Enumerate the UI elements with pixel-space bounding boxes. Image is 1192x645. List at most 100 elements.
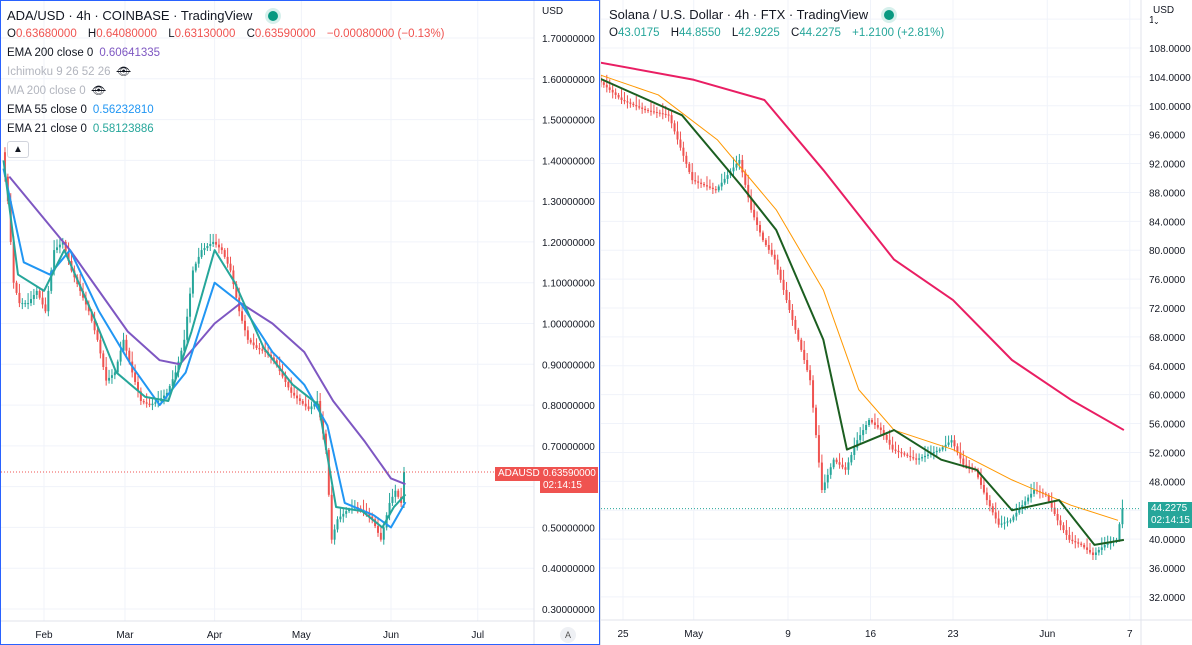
candle-body: [232, 270, 235, 285]
candle-body: [1086, 547, 1089, 550]
candle-body: [61, 241, 64, 245]
y-tick-label: 52.0000: [1149, 448, 1186, 459]
auto-scale-button[interactable]: A: [560, 627, 576, 643]
candle-body: [756, 217, 759, 225]
y-tick-label: 1.40000000: [542, 156, 595, 167]
candle-body: [988, 500, 991, 507]
indicator-label: EMA 200 close 0: [7, 47, 94, 59]
x-tick-label: 9: [785, 629, 791, 640]
candle-body: [96, 330, 99, 340]
candle-body: [1015, 512, 1018, 517]
candle-body: [1059, 520, 1062, 526]
candle-body: [761, 232, 764, 241]
candle-body: [139, 391, 142, 401]
candle-body: [829, 467, 832, 475]
candle-body: [773, 254, 776, 260]
candle-body: [753, 209, 756, 218]
indicator-ema21[interactable]: EMA 21 close 0 0.58123886: [7, 120, 449, 139]
x-tick-label: 16: [865, 629, 877, 640]
candle-body: [148, 403, 151, 406]
candle-body: [1009, 520, 1012, 522]
candle-body: [50, 270, 53, 291]
candle-body: [691, 172, 694, 181]
candle-body: [882, 430, 885, 435]
collapse-legend-button[interactable]: ▲: [7, 141, 29, 158]
x-tick-label: Feb: [35, 630, 53, 641]
candle-body: [32, 294, 35, 300]
candle-body: [1071, 539, 1074, 542]
candle-body: [994, 512, 997, 519]
candle-body: [1053, 507, 1056, 515]
candle-body: [163, 395, 166, 399]
candle-body: [644, 108, 647, 111]
y-tick-label: 1.00000000: [542, 320, 595, 331]
candle-body: [342, 513, 345, 517]
candle-body: [658, 112, 661, 114]
candle-body: [53, 250, 56, 271]
candle-body: [29, 299, 32, 304]
y-tick-label: 1.50000000: [542, 116, 595, 127]
sol-chart-canvas[interactable]: 32.000036.000040.000044.000048.000052.00…: [601, 0, 1192, 645]
candle-body: [38, 290, 41, 298]
candle-body: [776, 259, 779, 270]
indicator-ma200[interactable]: MA 200 close 0 👁: [7, 82, 449, 101]
candle-body: [1074, 541, 1077, 543]
x-tick-label: 25: [617, 629, 629, 640]
candle-body: [116, 361, 119, 373]
candle-body: [371, 516, 374, 520]
candle-body: [64, 241, 67, 252]
candle-body: [1094, 552, 1097, 555]
candle-body: [316, 400, 319, 404]
candle-body: [261, 349, 264, 351]
candle-body: [626, 101, 629, 103]
candle-body: [105, 367, 108, 381]
candle-body: [191, 270, 194, 294]
candle-body: [15, 282, 18, 293]
candle-body: [223, 250, 226, 257]
candle-body: [938, 449, 941, 451]
indicator-ema55[interactable]: EMA 55 close 0 0.56232810: [7, 101, 449, 120]
candle-body: [35, 290, 38, 295]
bar-countdown: 02:14:15: [1151, 515, 1190, 526]
candle-body: [797, 329, 800, 340]
indicator-value: 0.58123886: [92, 123, 154, 135]
indicator-value: 0.56232810: [92, 104, 154, 116]
eye-off-icon[interactable]: 👁: [91, 85, 106, 97]
candle-body: [670, 115, 673, 124]
candle-body: [814, 407, 817, 436]
candle-body: [47, 290, 50, 312]
indicator-ema200[interactable]: EMA 200 close 0 0.60641335: [7, 44, 449, 63]
candle-body: [932, 452, 935, 454]
candle-body: [856, 440, 859, 448]
x-tick-label: Jun: [1039, 629, 1055, 640]
candle-body: [1077, 542, 1080, 544]
candle-body: [1097, 549, 1100, 553]
ada-chart-panel[interactable]: 0.300000000.400000000.500000000.60000000…: [0, 0, 600, 645]
ada-open: 0.63680000: [15, 28, 77, 40]
currency-label[interactable]: USD: [542, 6, 564, 17]
candle-body: [298, 398, 301, 401]
candle-body: [145, 402, 148, 404]
candle-body: [870, 419, 873, 423]
indicator-ichimoku[interactable]: Ichimoku 9 26 52 26 👁: [7, 63, 449, 82]
y-tick-label: 80.0000: [1149, 246, 1186, 257]
candle-body: [694, 180, 697, 182]
sol-high: 44.8550: [679, 27, 721, 39]
sol-chart-panel[interactable]: 32.000036.000040.000044.000048.000052.00…: [600, 0, 1192, 645]
last-price: 44.2275: [1151, 503, 1188, 514]
ada-low: 0.63130000: [174, 28, 236, 40]
currency-dropdown[interactable]: USD ⌄: [1153, 5, 1192, 27]
eye-off-icon[interactable]: 👁: [116, 66, 131, 78]
candle-body: [649, 110, 652, 112]
candle-body: [1080, 543, 1083, 545]
y-tick-label: 0.40000000: [542, 564, 595, 575]
market-open-icon: [268, 10, 279, 21]
candle-body: [968, 465, 971, 468]
candle-body: [664, 113, 667, 115]
candle-body: [835, 459, 838, 463]
candle-body: [817, 435, 820, 463]
candle-body: [1083, 544, 1086, 548]
candle-body: [382, 527, 385, 540]
candle-body: [189, 293, 192, 317]
y-tick-label: 1.30000000: [542, 197, 595, 208]
